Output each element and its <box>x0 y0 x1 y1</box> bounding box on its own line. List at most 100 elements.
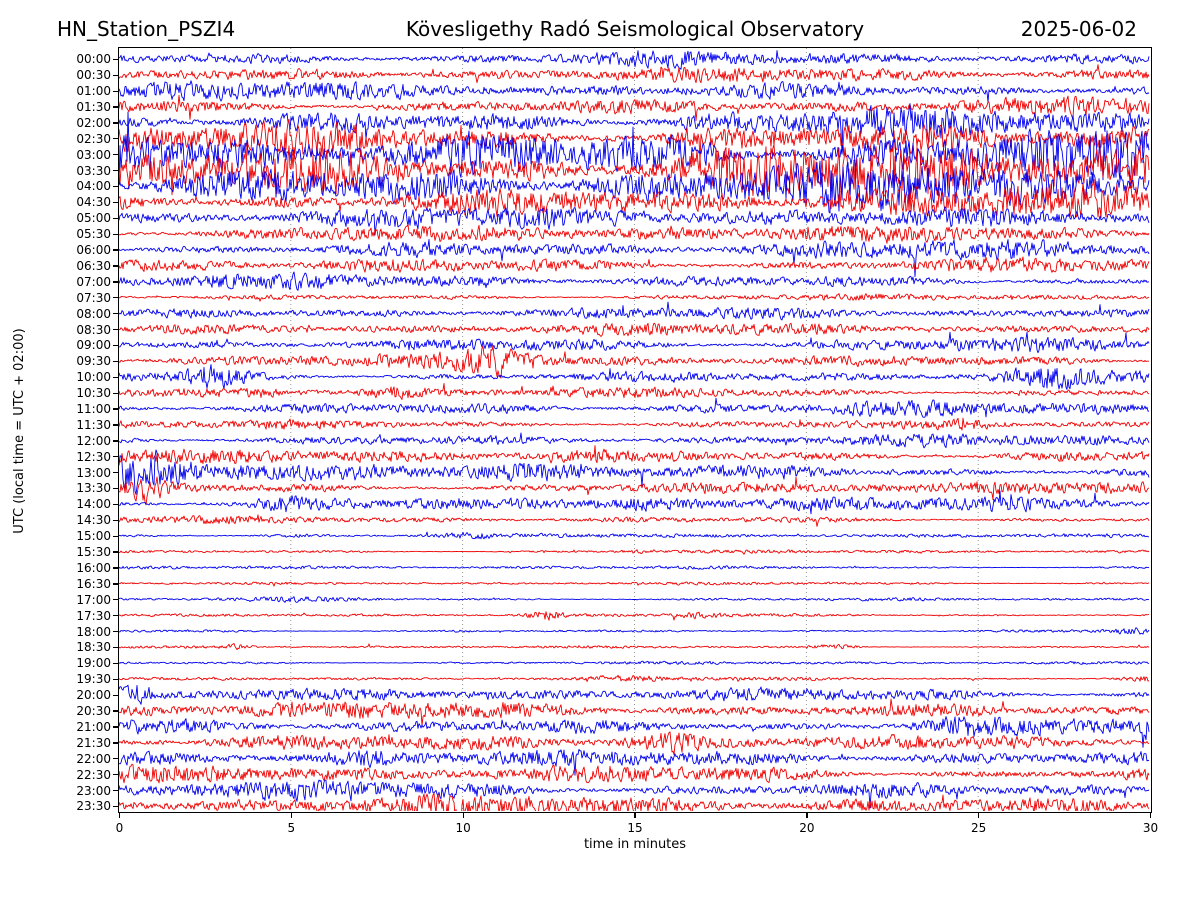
x-tick-label: 30 <box>1142 821 1159 835</box>
y-tick-mark <box>113 440 119 442</box>
y-tick-label: 12:00 <box>76 433 111 448</box>
y-tick-label: 15:30 <box>76 545 111 560</box>
y-tick-label: 23:00 <box>76 783 111 798</box>
y-tick-mark <box>113 106 119 108</box>
x-tick-mark <box>118 813 121 818</box>
y-tick-mark <box>113 249 119 251</box>
y-tick-label: 10:00 <box>76 370 111 385</box>
y-tick-mark <box>113 535 119 537</box>
seismogram-canvas <box>119 48 1150 811</box>
y-tick-mark <box>113 599 119 601</box>
y-tick-label: 01:00 <box>76 84 111 99</box>
y-tick-mark <box>113 233 119 235</box>
y-tick-mark <box>113 472 119 474</box>
y-tick-label: 18:00 <box>76 624 111 639</box>
x-tick-mark <box>290 813 293 818</box>
y-tick-label: 20:30 <box>76 704 111 719</box>
y-tick-mark <box>113 201 119 204</box>
y-tick-mark <box>113 265 119 267</box>
y-tick-label: 17:00 <box>76 592 111 607</box>
y-tick-label: 08:00 <box>76 306 111 321</box>
y-tick-label: 10:30 <box>76 386 111 401</box>
y-tick-label: 19:30 <box>76 672 111 687</box>
title-row: HN_Station_PSZI4 Kövesligethy Radó Seism… <box>0 16 1200 42</box>
y-tick-mark <box>113 360 119 363</box>
observatory-title: Kövesligethy Radó Seismological Observat… <box>405 17 865 41</box>
y-tick-mark <box>113 392 119 394</box>
y-tick-mark <box>113 185 119 188</box>
y-tick-mark <box>113 344 119 347</box>
y-tick-mark <box>113 169 119 172</box>
y-tick-mark <box>113 710 119 712</box>
y-tick-mark <box>113 758 119 760</box>
y-tick-label: 05:30 <box>76 227 111 242</box>
date-title: 2025-06-02 <box>1020 17 1137 41</box>
y-tick-label: 07:30 <box>76 290 111 305</box>
y-tick-label: 02:30 <box>76 131 111 146</box>
y-tick-label: 00:00 <box>76 52 111 67</box>
y-tick-label: 20:00 <box>76 688 111 703</box>
y-tick-mark <box>113 805 119 808</box>
y-tick-mark <box>113 774 119 776</box>
y-tick-label: 23:30 <box>76 799 111 814</box>
station-title: HN_Station_PSZI4 <box>57 17 236 41</box>
x-tick-mark <box>806 813 808 818</box>
y-tick-label: 05:00 <box>76 211 111 226</box>
y-tick-label: 19:00 <box>76 656 111 671</box>
y-tick-mark <box>113 328 119 331</box>
y-tick-label: 15:00 <box>76 529 111 544</box>
y-tick-mark <box>113 487 119 490</box>
y-tick-label: 22:00 <box>76 751 111 766</box>
y-tick-label: 02:00 <box>76 115 111 130</box>
y-tick-label: 14:00 <box>76 497 111 512</box>
y-tick-mark <box>113 646 119 649</box>
y-tick-label: 04:30 <box>76 195 111 210</box>
x-tick-label: 20 <box>799 821 815 835</box>
y-tick-label: 09:30 <box>76 354 111 369</box>
y-tick-mark <box>113 122 119 124</box>
y-tick-mark <box>113 519 119 521</box>
y-tick-label: 13:30 <box>76 481 111 496</box>
y-tick-label: 00:30 <box>76 68 111 83</box>
y-tick-mark <box>113 138 119 140</box>
y-tick-mark <box>113 456 119 458</box>
y-tick-label: 14:30 <box>76 513 111 528</box>
y-tick-mark <box>113 376 119 378</box>
y-tick-mark <box>113 424 119 426</box>
y-tick-label: 07:00 <box>76 274 111 289</box>
y-tick-mark <box>113 694 119 696</box>
y-tick-mark <box>113 313 119 315</box>
y-tick-mark <box>113 662 119 665</box>
y-tick-mark <box>113 630 119 633</box>
y-tick-mark <box>113 154 119 156</box>
y-tick-label: 21:30 <box>76 735 111 750</box>
y-tick-label: 09:00 <box>76 338 111 353</box>
x-tick-mark <box>1149 813 1152 818</box>
y-axis-title: UTC (local time = UTC + 02:00) <box>12 328 27 534</box>
y-tick-mark <box>113 297 119 299</box>
y-tick-mark <box>113 789 119 792</box>
y-tick-label: 03:30 <box>76 163 111 178</box>
y-tick-label: 01:30 <box>76 99 111 114</box>
y-tick-mark <box>113 408 119 410</box>
y-tick-label: 13:00 <box>76 465 111 480</box>
y-tick-mark <box>113 217 119 219</box>
x-tick-mark <box>462 813 464 818</box>
x-tick-label: 10 <box>455 821 471 835</box>
y-tick-mark <box>113 567 119 569</box>
y-tick-label: 22:30 <box>76 767 111 782</box>
y-tick-mark <box>113 726 119 728</box>
x-tick-label: 25 <box>971 821 987 835</box>
x-tick-mark <box>978 813 980 818</box>
y-tick-label: 18:30 <box>76 640 111 655</box>
y-tick-label: 11:00 <box>76 402 111 417</box>
y-tick-mark <box>113 551 119 553</box>
y-tick-label: 11:30 <box>76 417 111 432</box>
y-tick-label: 06:30 <box>76 258 111 273</box>
x-tick-mark <box>634 813 636 818</box>
y-tick-label: 08:30 <box>76 322 111 337</box>
y-tick-mark <box>113 678 119 680</box>
y-tick-label: 16:00 <box>76 560 111 575</box>
y-tick-label: 04:00 <box>76 179 111 194</box>
